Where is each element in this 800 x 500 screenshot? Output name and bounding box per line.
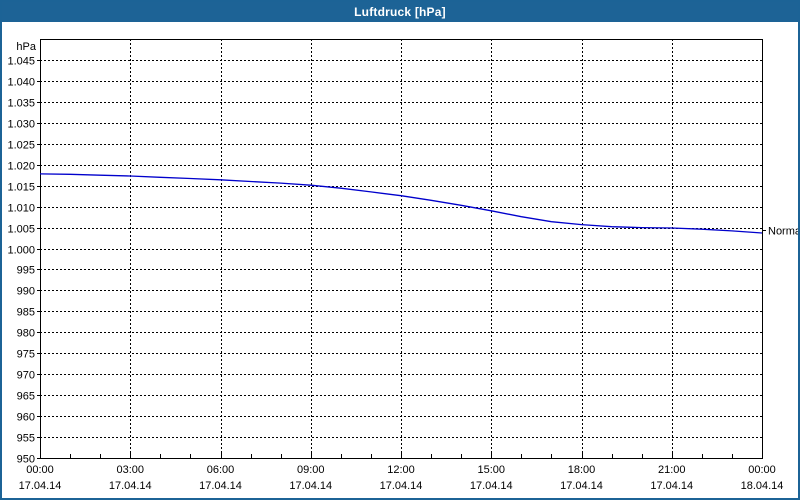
- x-tick-time-label: 06:00: [207, 464, 235, 476]
- y-tick-label: 1.025: [7, 140, 35, 152]
- y-tick-label: 985: [17, 307, 35, 319]
- x-tick-time-label: 18:00: [568, 464, 596, 476]
- y-tick-label: 950: [17, 454, 35, 466]
- y-axis-unit-label: hPa: [16, 41, 36, 53]
- x-tick-time-label: 09:00: [297, 464, 325, 476]
- y-tick-label: 1.045: [7, 56, 35, 68]
- y-tick-label: 1.005: [7, 224, 35, 236]
- window-title: Luftdruck [hPa]: [354, 5, 446, 19]
- y-tick-label: 965: [17, 391, 35, 403]
- y-tick-label: 970: [17, 370, 35, 382]
- plot-border: [40, 39, 763, 459]
- annotation-label: Normal: [768, 226, 798, 238]
- series-line-luftdruck: [39, 173, 763, 234]
- y-tick-label: 990: [17, 286, 35, 298]
- y-tick-label: 1.000: [7, 245, 35, 257]
- gridlines: [40, 39, 762, 458]
- y-tick-label: 975: [17, 349, 35, 361]
- x-tick-date-label: 17.04.14: [109, 480, 152, 492]
- x-tick-time-label: 21:00: [658, 464, 686, 476]
- y-tick-label: 960: [17, 412, 35, 424]
- x-tick-time-label: 00:00: [26, 464, 54, 476]
- x-tick-date-label: 17.04.14: [199, 480, 242, 492]
- x-tick-time-label: 15:00: [477, 464, 505, 476]
- window-titlebar: Luftdruck [hPa]: [2, 2, 798, 22]
- x-tick-date-label: 17.04.14: [380, 480, 423, 492]
- y-tick-label: 995: [17, 265, 35, 277]
- x-tick-time-label: 03:00: [116, 464, 144, 476]
- x-tick-date-label: 17.04.14: [19, 480, 62, 492]
- x-tick-date-label: 18.04.14: [741, 480, 784, 492]
- x-tick-date-label: 17.04.14: [650, 480, 693, 492]
- y-tick-label: 1.010: [7, 203, 35, 215]
- x-tick-time-label: 00:00: [748, 464, 776, 476]
- x-tick-date-label: 17.04.14: [560, 480, 603, 492]
- y-tick-label: 955: [17, 433, 35, 445]
- axis-labels: 1.045 1.040 1.035 1.030 1.025 1.020 1.015 1.010…: [7, 41, 783, 492]
- x-tick-date-label: 17.04.14: [470, 480, 513, 492]
- y-tick-label: 1.020: [7, 161, 35, 173]
- y-tick-label: 980: [17, 328, 35, 340]
- x-tick-time-label: 12:00: [387, 464, 415, 476]
- x-tick-date-label: 17.04.14: [289, 480, 332, 492]
- pressure-chart: 1.045 1.040 1.035 1.030 1.025 1.020 1.015 1.010…: [7, 39, 798, 492]
- y-tick-label: 1.040: [7, 77, 35, 89]
- y-tick-label: 1.030: [7, 119, 35, 131]
- axis-ticks: [37, 60, 763, 459]
- y-tick-label: 1.015: [7, 182, 35, 194]
- y-tick-label: 1.035: [7, 98, 35, 110]
